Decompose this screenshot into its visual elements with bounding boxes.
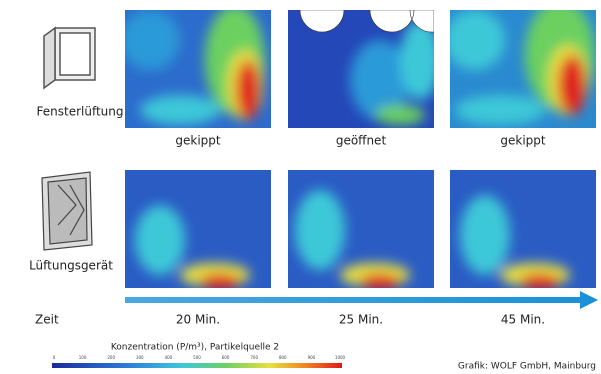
window-icon (44, 28, 95, 88)
timeline-label: Zeit (35, 313, 59, 327)
colorbar-title: Konzentration (P/m³), Partikelquelle 2 (111, 343, 279, 353)
heatmap (288, 10, 440, 128)
heatmap (125, 170, 271, 290)
colorbar-tick-label: 900 (308, 355, 316, 360)
infographic: Fensterlüftung gekippt geöffnet gekippt … (0, 0, 601, 374)
credit: Grafik: WOLF GmbH, Mainburg (458, 362, 596, 372)
colorbar-tick-label: 700 (250, 355, 258, 360)
heatmap (450, 170, 596, 290)
colorbar-tick-label: 500 (193, 355, 201, 360)
colorbar-tick-label: 400 (165, 355, 173, 360)
ventilation-icon (42, 172, 92, 250)
row-label: Fensterlüftung (37, 105, 124, 119)
heatmap (445, 0, 596, 128)
colorbar-tick-label: 100 (79, 355, 87, 360)
heatmap (120, 5, 271, 128)
colorbar-tick-label: 0 (53, 355, 56, 360)
colorbar-ticks: 0 100 200 300 400 500 600 700 800 900 1000 (53, 355, 346, 360)
time-label: 45 Min. (501, 313, 545, 327)
colorbar (52, 363, 342, 368)
panel-label: gekippt (175, 134, 221, 148)
colorbar-tick-label: 200 (107, 355, 115, 360)
time-arrow (125, 291, 598, 309)
row-label: Lüftungsgerät (29, 259, 113, 273)
panel-label: geöffnet (336, 134, 387, 148)
colorbar-tick-label: 600 (222, 355, 230, 360)
time-label: 20 Min. (176, 313, 220, 327)
colorbar-tick-label: 1000 (335, 355, 346, 360)
panel-label: gekippt (500, 134, 546, 148)
colorbar-tick-label: 800 (279, 355, 287, 360)
heatmap (288, 170, 434, 290)
colorbar-tick-label: 300 (136, 355, 144, 360)
time-label: 25 Min. (339, 313, 383, 327)
